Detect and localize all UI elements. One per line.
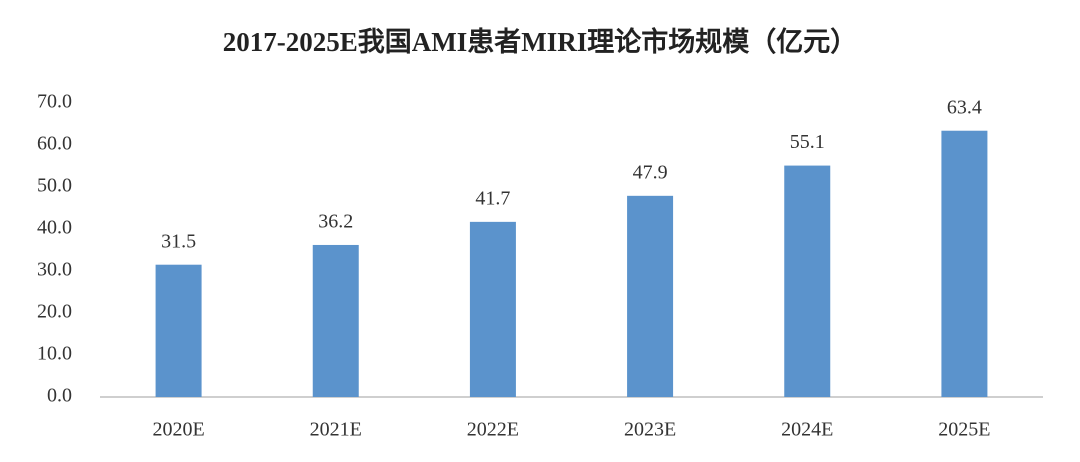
- y-tick-label: 70.0: [37, 91, 72, 113]
- data-label: 36.2: [318, 211, 353, 233]
- y-tick-label: 60.0: [37, 133, 72, 155]
- bar: [469, 221, 516, 397]
- bar: [627, 195, 674, 397]
- data-label: 41.7: [475, 187, 510, 209]
- x-tick-label: 2020E: [152, 419, 204, 441]
- bar: [784, 165, 831, 397]
- chart-title: 2017-2025E我国AMI患者MIRI理论市场规模（亿元）: [223, 26, 858, 57]
- x-tick-label: 2022E: [467, 419, 519, 441]
- data-label: 63.4: [947, 96, 982, 118]
- y-tick-label: 0.0: [47, 385, 72, 407]
- x-tick-label: 2024E: [781, 419, 833, 441]
- data-label: 47.9: [633, 161, 668, 183]
- x-tick-label: 2021E: [310, 419, 362, 441]
- data-label: 31.5: [161, 230, 196, 252]
- y-tick-label: 20.0: [37, 301, 72, 323]
- data-label: 55.1: [790, 131, 825, 153]
- y-tick-label: 10.0: [37, 343, 72, 365]
- bar: [941, 130, 988, 397]
- x-tick-label: 2023E: [624, 419, 676, 441]
- bar: [155, 264, 202, 397]
- y-tick-label: 30.0: [37, 259, 72, 281]
- bar: [312, 244, 359, 397]
- x-tick-label: 2025E: [938, 419, 990, 441]
- y-tick-label: 40.0: [37, 217, 72, 239]
- y-tick-label: 50.0: [37, 175, 72, 197]
